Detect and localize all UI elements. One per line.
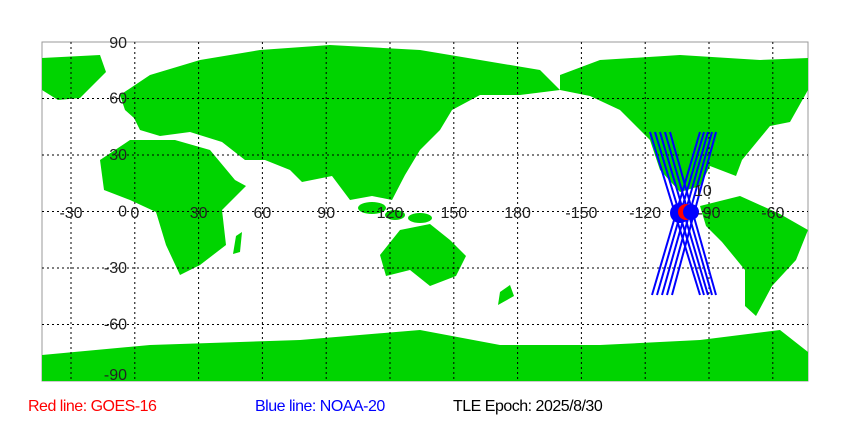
lat-label: 30 [109,147,127,164]
lat-label: -60 [104,317,127,334]
lon-label: -30 [59,205,82,222]
legend-red: Red line: GOES-16 [28,398,157,415]
lon-label: 180 [504,205,531,222]
australia [380,224,466,286]
lat-label: 60 [109,91,127,108]
lon-label: -120 [629,205,661,222]
lon-label: 90 [317,205,335,222]
noaa-20-position [683,204,699,220]
lon-label: 150 [440,205,467,222]
africa [100,140,246,275]
new-zealand [498,285,514,305]
lat-label: 90 [109,35,127,52]
antarctica [42,330,808,381]
legend-epoch: TLE Epoch: 2025/8/30 [453,398,603,415]
greenland [42,55,106,100]
marker-label: 10 [694,183,712,200]
south-america [700,196,808,316]
madagascar [233,232,242,254]
legend-blue: Blue line: NOAA-20 [255,398,385,415]
north-america [560,55,808,192]
lon-label: 120 [377,205,404,222]
lon-label: 30 [190,205,208,222]
lon-label: -150 [565,205,597,222]
lat-label: -30 [104,260,127,277]
lon-label: -90 [697,205,720,222]
axis-labels: -30 0 30 60 90 120 150 180 -150 -120 -90 -60 90 60 30 0… [59,35,784,384]
eurasia [120,45,560,200]
lon-label: 60 [254,205,272,222]
lat-label: 0 [118,204,127,221]
lat-label: -90 [104,367,127,384]
graticule [42,42,808,381]
lon-label: -60 [761,205,784,222]
lon-label: 0 [130,205,139,222]
